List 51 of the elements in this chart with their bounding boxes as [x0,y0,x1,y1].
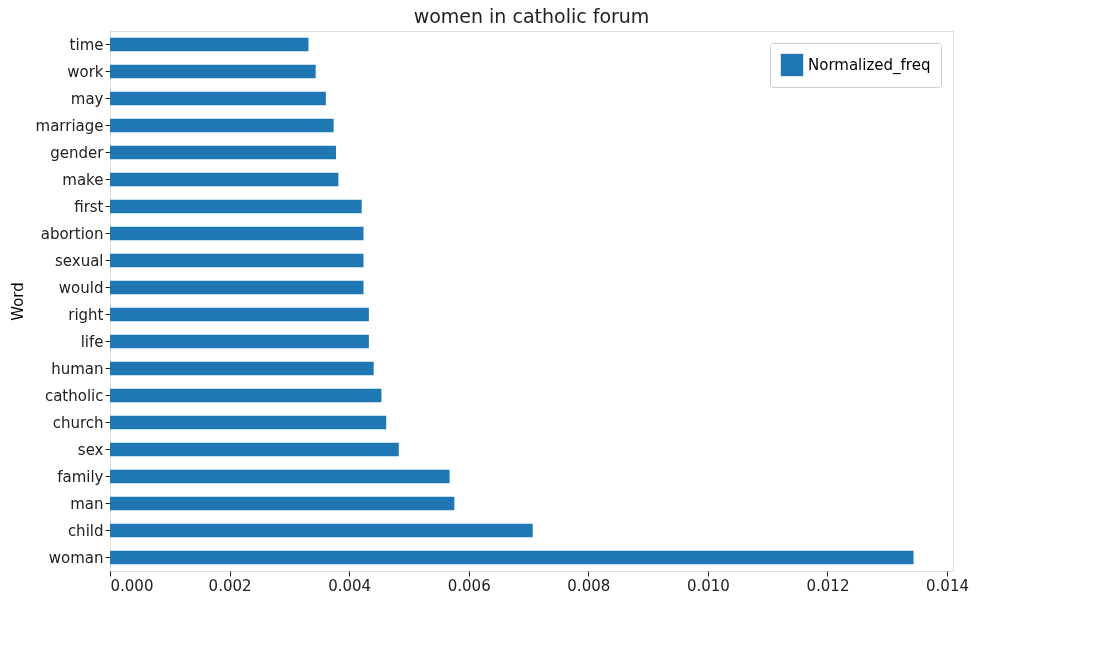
bar [110,172,339,187]
x-tick-label: 0.014 [926,576,969,595]
y-tick-label: sex [77,440,104,459]
y-tick-label: time [69,35,104,54]
bar [110,388,382,403]
x-tick-label: 0.004 [328,576,372,595]
y-tick-label: make [62,170,104,189]
bar [110,64,316,79]
y-tick-label: first [74,197,104,216]
bar [110,523,533,538]
y-tick-label: right [68,305,104,324]
bar [110,226,364,241]
x-tick-label: 0.000 [110,576,154,595]
x-tick-label: 0.010 [686,576,730,595]
x-tick-label: 0.002 [208,576,252,595]
chart-title: women in catholic forum [413,5,650,27]
bar [110,280,364,295]
y-tick-label: sexual [54,251,104,270]
y-tick-label: life [80,332,104,351]
bar [110,37,309,52]
bar [110,361,374,376]
y-tick-label: man [70,494,104,513]
bar [110,145,336,160]
y-tick-label: woman [48,548,104,567]
legend-label: Normalized_freq [808,56,931,75]
y-tick-label: may [70,89,104,108]
y-tick-label: work [67,62,104,81]
y-tick-label: child [67,521,104,540]
y-axis-title: Word [8,282,27,321]
x-tick-label: 0.012 [806,576,850,595]
bar [110,307,369,322]
bar [110,199,362,214]
y-tick-label: church [52,413,104,432]
bar [110,91,326,106]
y-tick-label: gender [50,143,105,162]
x-tick-label: 0.006 [447,576,491,595]
y-tick-label: human [51,359,104,378]
y-tick-label: catholic [44,386,104,405]
y-tick-label: abortion [40,224,104,243]
bar [110,415,387,430]
y-tick-label: marriage [35,116,104,135]
x-tick-label: 0.008 [567,576,611,595]
bar [110,496,455,511]
y-tick-label: would [58,278,104,297]
bar [110,253,364,268]
bar [110,442,399,457]
bar [110,334,369,349]
bar [110,118,334,133]
y-tick-label: family [57,467,104,486]
bar [110,469,450,484]
bar [110,550,914,565]
